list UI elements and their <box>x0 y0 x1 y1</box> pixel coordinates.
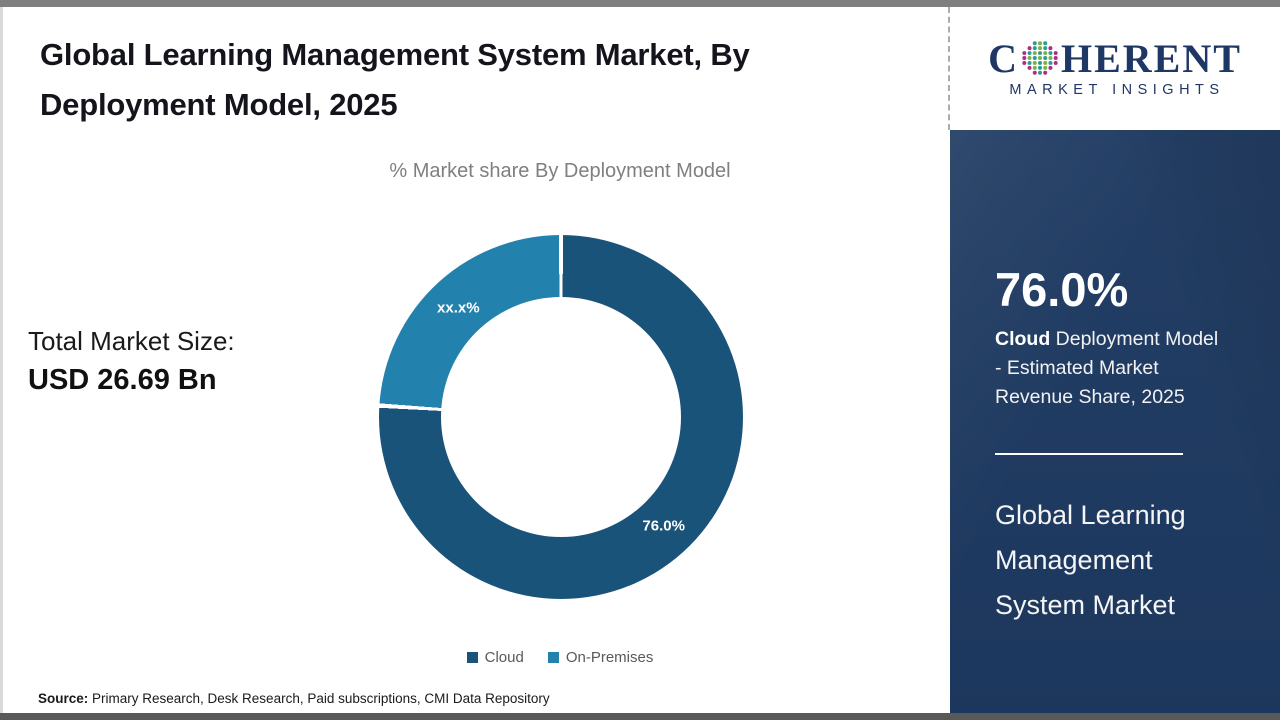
donut-hole <box>441 297 681 537</box>
cloud-share-stat-value: 76.0% <box>995 263 1129 316</box>
slice-label-cloud: 76.0% <box>642 517 685 535</box>
panel-market-title-line3: System Market <box>995 590 1176 620</box>
side-panel: C HERENT MARKET INSIGHTS 76.0% Cloud Dep… <box>950 7 1280 713</box>
dashed-divider <box>948 7 950 130</box>
source-text: Primary Research, Desk Research, Paid su… <box>88 691 550 706</box>
brand-logo-row: C HERENT <box>988 39 1242 79</box>
coherent-globe-icon <box>1022 41 1058 75</box>
panel-market-title: Global Learning Management System Market <box>995 493 1245 628</box>
page-title-line1: Global Learning Management System Market… <box>40 37 750 72</box>
stat-desc-line3: Revenue Share, 2025 <box>995 386 1185 408</box>
legend-label-cloud: Cloud <box>484 648 524 666</box>
legend-swatch-cloud <box>466 651 478 663</box>
chart-subtitle: % Market share By Deployment Model <box>389 160 731 182</box>
chart-legend: Cloud On-Premises <box>330 646 790 668</box>
stat-desc-bold: Cloud <box>995 328 1051 350</box>
donut-chart: 76.0% xx.x% <box>379 235 743 599</box>
slice-label-on-premises: xx.x% <box>437 299 480 317</box>
page-title-line2: Deployment Model, 2025 <box>40 87 398 122</box>
top-border-bar <box>0 0 1280 7</box>
panel-market-title-line1: Global Learning <box>995 500 1186 530</box>
panel-divider-line <box>995 453 1183 455</box>
logo-word-rest: HERENT <box>1060 36 1242 81</box>
total-market-size-block: Total Market Size: USD 26.69 Bn <box>28 322 235 400</box>
legend-item-cloud: Cloud <box>466 648 524 666</box>
source-line: Source: Primary Research, Desk Research,… <box>38 691 550 706</box>
source-label: Source: <box>38 691 89 706</box>
panel-market-title-line2: Management <box>995 545 1153 575</box>
legend-label-on-premises: On-Premises <box>565 648 654 666</box>
total-market-size-label: Total Market Size: <box>28 326 235 356</box>
logo-letter-c: C <box>988 36 1019 81</box>
stat-desc-line1-rest: Deployment Model <box>1050 328 1219 350</box>
bottom-border-bar <box>0 713 1280 720</box>
brand-logo: C HERENT MARKET INSIGHTS <box>950 7 1280 130</box>
total-market-size-value: USD 26.69 Bn <box>28 364 217 396</box>
page-title: Global Learning Management System Market… <box>40 30 940 130</box>
stat-desc-line2: - Estimated Market <box>995 357 1159 379</box>
cloud-share-stat-description: Cloud Deployment Model - Estimated Marke… <box>995 325 1261 412</box>
legend-swatch-on-premises <box>547 651 559 663</box>
left-edge-line <box>0 7 3 713</box>
legend-item-on-premises: On-Premises <box>547 648 654 666</box>
logo-tagline: MARKET INSIGHTS <box>1009 82 1225 98</box>
